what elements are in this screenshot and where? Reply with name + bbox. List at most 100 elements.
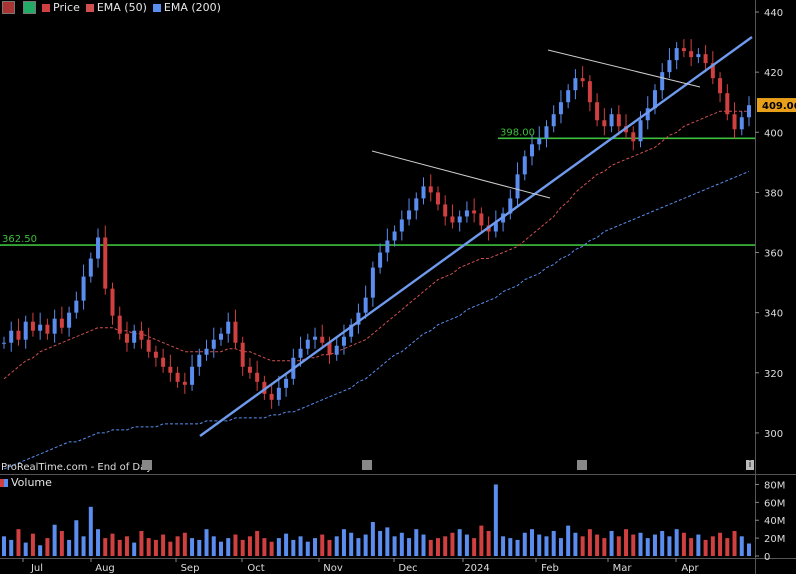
volume-bar bbox=[52, 524, 57, 556]
candle-body bbox=[313, 336, 318, 340]
last-price-label: 409.06 bbox=[762, 101, 796, 112]
candle-body bbox=[616, 114, 621, 127]
candle-body bbox=[645, 108, 650, 121]
candle-body bbox=[197, 354, 202, 367]
candle-body bbox=[132, 330, 137, 343]
volume-bar bbox=[739, 536, 744, 556]
volume-bar bbox=[544, 536, 549, 556]
x-tick-label: Oct bbox=[247, 563, 264, 574]
volume-bar bbox=[703, 539, 708, 556]
volume-bar bbox=[407, 538, 412, 556]
candle-body bbox=[124, 333, 129, 343]
calendar-icon[interactable] bbox=[577, 460, 587, 470]
volume-bar bbox=[313, 538, 318, 556]
candle-body bbox=[479, 213, 484, 226]
volume-bar bbox=[479, 525, 484, 556]
volume-bar bbox=[30, 533, 35, 556]
candle-body bbox=[320, 336, 325, 343]
volume-bar bbox=[124, 536, 129, 556]
y-tick-label: 320 bbox=[764, 369, 783, 380]
candle-body bbox=[168, 366, 173, 373]
volume-bar bbox=[609, 530, 614, 556]
candle-body bbox=[530, 144, 535, 157]
candle-body bbox=[103, 237, 108, 289]
candle-body bbox=[370, 267, 375, 298]
volume-bar bbox=[334, 536, 339, 556]
candle-body bbox=[341, 336, 346, 346]
volume-tick-label: 0 bbox=[764, 552, 770, 563]
volume-bar bbox=[74, 520, 79, 556]
candle-body bbox=[537, 138, 542, 145]
volume-bar bbox=[689, 538, 694, 556]
volume-bar bbox=[197, 539, 202, 556]
ema50-line bbox=[3, 110, 749, 380]
volume-bar bbox=[363, 534, 368, 556]
volume-bar bbox=[747, 543, 751, 556]
candle-body bbox=[428, 186, 433, 193]
candle-body bbox=[81, 276, 86, 301]
price-swatch bbox=[42, 3, 50, 12]
volume-bar bbox=[725, 538, 730, 556]
candle-body bbox=[96, 237, 101, 259]
candle-body bbox=[414, 198, 419, 211]
candle-body bbox=[587, 81, 592, 103]
trendline-resistance-2 bbox=[547, 49, 701, 88]
candle-body bbox=[30, 321, 35, 331]
candle-body bbox=[45, 324, 50, 334]
candle-body bbox=[508, 198, 513, 214]
calendar-icon[interactable] bbox=[362, 460, 372, 470]
volume-bar bbox=[486, 530, 491, 556]
x-tick-label: Dec bbox=[398, 563, 417, 574]
volume-bar bbox=[175, 536, 180, 556]
volume-bar bbox=[356, 538, 361, 556]
volume-legend: Volume bbox=[0, 476, 52, 489]
volume-bar bbox=[645, 538, 650, 556]
candle-body bbox=[110, 288, 115, 316]
volume-bar bbox=[320, 534, 325, 556]
volume-bar bbox=[414, 529, 419, 556]
candle-body bbox=[595, 102, 600, 121]
candle-body bbox=[327, 342, 332, 355]
candle-body bbox=[378, 252, 383, 268]
candle-body bbox=[182, 381, 187, 385]
volume-tick-label: 60M bbox=[764, 498, 785, 509]
volume-bar bbox=[255, 530, 260, 556]
candle-body bbox=[16, 330, 21, 340]
candle-body bbox=[522, 156, 527, 175]
settings-toggle-icon[interactable] bbox=[2, 1, 15, 14]
candle-body bbox=[139, 330, 144, 340]
volume-bar bbox=[624, 529, 629, 556]
volume-bar bbox=[341, 529, 346, 556]
volume-bar bbox=[67, 539, 72, 556]
volume-bar bbox=[573, 532, 578, 556]
candle-body bbox=[580, 78, 585, 82]
volume-bar bbox=[660, 530, 665, 556]
candle-body bbox=[638, 120, 643, 142]
volume-bar bbox=[110, 533, 115, 556]
volume-bar bbox=[385, 527, 390, 556]
x-tick-label: Aug bbox=[95, 563, 115, 574]
volume-bar bbox=[276, 538, 281, 556]
volume-bar bbox=[81, 536, 86, 556]
volume-bar bbox=[349, 532, 354, 556]
candle-body bbox=[689, 51, 694, 58]
volume-bar bbox=[38, 545, 43, 556]
volume-bar bbox=[580, 536, 585, 556]
volume-bar bbox=[132, 542, 137, 556]
candle-body bbox=[67, 312, 72, 328]
calendar-icon[interactable] bbox=[142, 460, 152, 470]
candle-body bbox=[674, 48, 679, 61]
volume-bar bbox=[190, 538, 195, 556]
candle-body bbox=[407, 210, 412, 220]
info-icon[interactable]: i bbox=[746, 460, 754, 470]
last-price-badge bbox=[757, 98, 796, 113]
candle-body bbox=[276, 387, 281, 400]
y-tick-label: 300 bbox=[764, 429, 783, 440]
candle-body bbox=[399, 219, 404, 232]
ema200-swatch bbox=[152, 3, 161, 12]
y-tick-label: 400 bbox=[764, 128, 783, 139]
x-tick-label: Jul bbox=[30, 563, 43, 574]
arrow-toggle-icon[interactable] bbox=[23, 1, 36, 14]
candle-body bbox=[515, 174, 520, 199]
candle-body bbox=[566, 90, 571, 103]
